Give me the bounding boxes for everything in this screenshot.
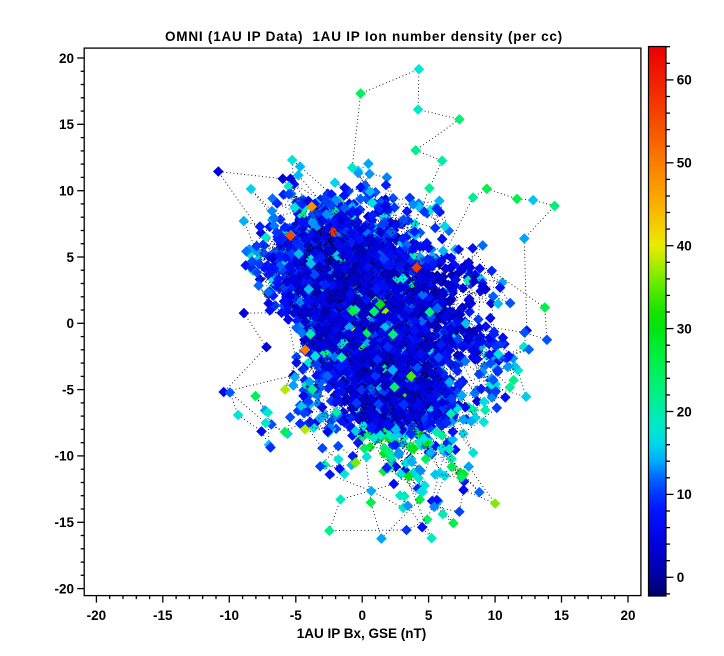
- svg-text:10: 10: [677, 487, 692, 502]
- svg-text:-15: -15: [153, 608, 173, 623]
- svg-text:-20: -20: [87, 608, 107, 623]
- svg-text:10: 10: [488, 608, 503, 623]
- svg-text:20: 20: [620, 608, 635, 623]
- svg-text:20: 20: [59, 51, 74, 66]
- svg-text:1AU IP Bx, GSE (nT): 1AU IP Bx, GSE (nT): [297, 626, 427, 641]
- svg-text:40: 40: [677, 239, 692, 254]
- svg-text:-5: -5: [290, 608, 302, 623]
- svg-text:OMNI (1AU IP Data) 1AU IP Ion: OMNI (1AU IP Data) 1AU IP Ion number den…: [165, 29, 563, 44]
- svg-text:0: 0: [677, 570, 685, 585]
- svg-text:60: 60: [677, 73, 692, 88]
- svg-text:15: 15: [554, 608, 570, 623]
- svg-text:-15: -15: [54, 515, 74, 530]
- svg-text:50: 50: [677, 156, 692, 171]
- svg-text:0: 0: [66, 316, 74, 331]
- svg-text:-10: -10: [54, 449, 74, 464]
- svg-text:0: 0: [358, 608, 366, 623]
- svg-text:15: 15: [59, 117, 75, 132]
- svg-text:20: 20: [677, 404, 692, 419]
- svg-text:-20: -20: [54, 581, 74, 596]
- svg-text:30: 30: [677, 321, 692, 336]
- svg-text:-10: -10: [220, 608, 240, 623]
- svg-text:-5: -5: [62, 382, 74, 397]
- svg-text:5: 5: [425, 608, 433, 623]
- svg-text:10: 10: [59, 184, 74, 199]
- svg-text:5: 5: [66, 250, 74, 265]
